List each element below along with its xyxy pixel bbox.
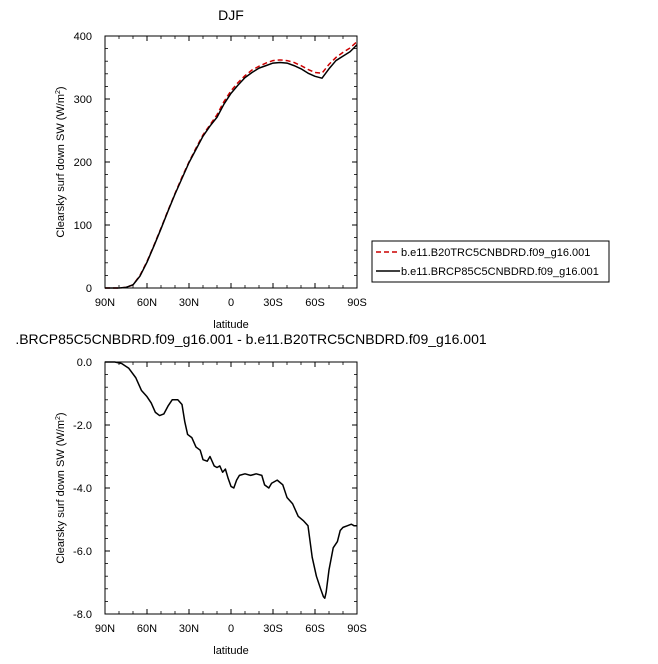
top-y-axis-label-main: Clearsky surf down SW (W/m [55, 94, 67, 238]
top-y-tick-label: 0 [86, 283, 92, 295]
top-panel: DJF 90N 60N 30N 0 30S 60S 90S 0 100 200 300 400 la… [55, 7, 610, 331]
bottom-plot-area [105, 361, 357, 599]
legend-label-b20trc: b.e11.B20TRC5CNBDRD.f09_g16.001 [401, 247, 590, 259]
top-x-tick-label: 60N [137, 297, 157, 309]
top-x-tick-label: 0 [228, 297, 234, 309]
bottom-plot-frame [104, 361, 358, 615]
top-x-tick-label: 90S [347, 297, 367, 309]
top-y-axis: 0 100 200 300 400 [74, 31, 357, 295]
bottom-x-tick-label: 60N [137, 623, 157, 635]
bottom-x-tick-label: 90S [347, 623, 367, 635]
bottom-chart-title: .BRCP85C5CNBDRD.f09_g16.001 - b.e11.B20T… [15, 331, 487, 347]
top-y-axis-label-close: ) [55, 86, 67, 90]
top-y-axis-label-sup: 2 [55, 90, 62, 94]
bottom-y-tick-label: 0.0 [77, 357, 92, 369]
top-chart-title: DJF [218, 7, 244, 23]
top-plot-frame [104, 35, 358, 289]
bottom-y-axis-label-close: ) [55, 412, 67, 416]
bottom-x-axis-label: latitude [213, 645, 248, 657]
bottom-panel: .BRCP85C5CNBDRD.f09_g16.001 - b.e11.B20T… [15, 331, 487, 657]
top-x-tick-label: 30S [263, 297, 283, 309]
bottom-x-tick-label: 60S [305, 623, 325, 635]
bottom-y-axis: 0.0 -2.0 -4.0 -6.0 -8.0 [73, 357, 357, 621]
bottom-series-line-0 [105, 361, 357, 599]
legend-box [371, 240, 610, 283]
top-y-tick-label: 400 [74, 31, 92, 43]
top-plot-area [105, 41, 358, 289]
bottom-x-axis: 90N 60N 30N 0 30S 60S 90S [95, 362, 367, 635]
bottom-y-axis-label-main: Clearsky surf down SW (W/m [55, 420, 67, 564]
top-y-tick-label: 100 [74, 220, 92, 232]
top-x-axis: 90N 60N 30N 0 30S 60S 90S [95, 36, 367, 309]
top-y-tick-label: 200 [74, 157, 92, 169]
legend: b.e11.B20TRC5CNBDRD.f09_g16.001 b.e11.BR… [371, 240, 610, 283]
top-x-tick-label: 90N [95, 297, 115, 309]
legend-label-brcp85: b.e11.BRCP85C5CNBDRD.f09_g16.001 [401, 266, 599, 278]
bottom-y-tick-label: -4.0 [73, 483, 92, 495]
top-x-tick-label: 60S [305, 297, 325, 309]
bottom-y-tick-label: -8.0 [73, 609, 92, 621]
bottom-x-tick-label: 90N [95, 623, 115, 635]
top-y-axis-label: Clearsky surf down SW (W/m2) [55, 86, 67, 237]
bottom-x-tick-label: 0 [228, 623, 234, 635]
bottom-y-tick-label: -2.0 [73, 420, 92, 432]
top-x-axis-label: latitude [213, 319, 248, 331]
bottom-y-tick-label: -6.0 [73, 546, 92, 558]
bottom-y-axis-label-sup: 2 [55, 416, 62, 420]
top-x-tick-label: 30N [179, 297, 199, 309]
top-y-tick-label: 300 [74, 94, 92, 106]
bottom-x-tick-label: 30N [179, 623, 199, 635]
bottom-x-tick-label: 30S [263, 623, 283, 635]
top-series-line-0 [105, 41, 358, 289]
top-series-line-1 [105, 44, 358, 289]
bottom-y-axis-label: Clearsky surf down SW (W/m2) [55, 412, 67, 563]
